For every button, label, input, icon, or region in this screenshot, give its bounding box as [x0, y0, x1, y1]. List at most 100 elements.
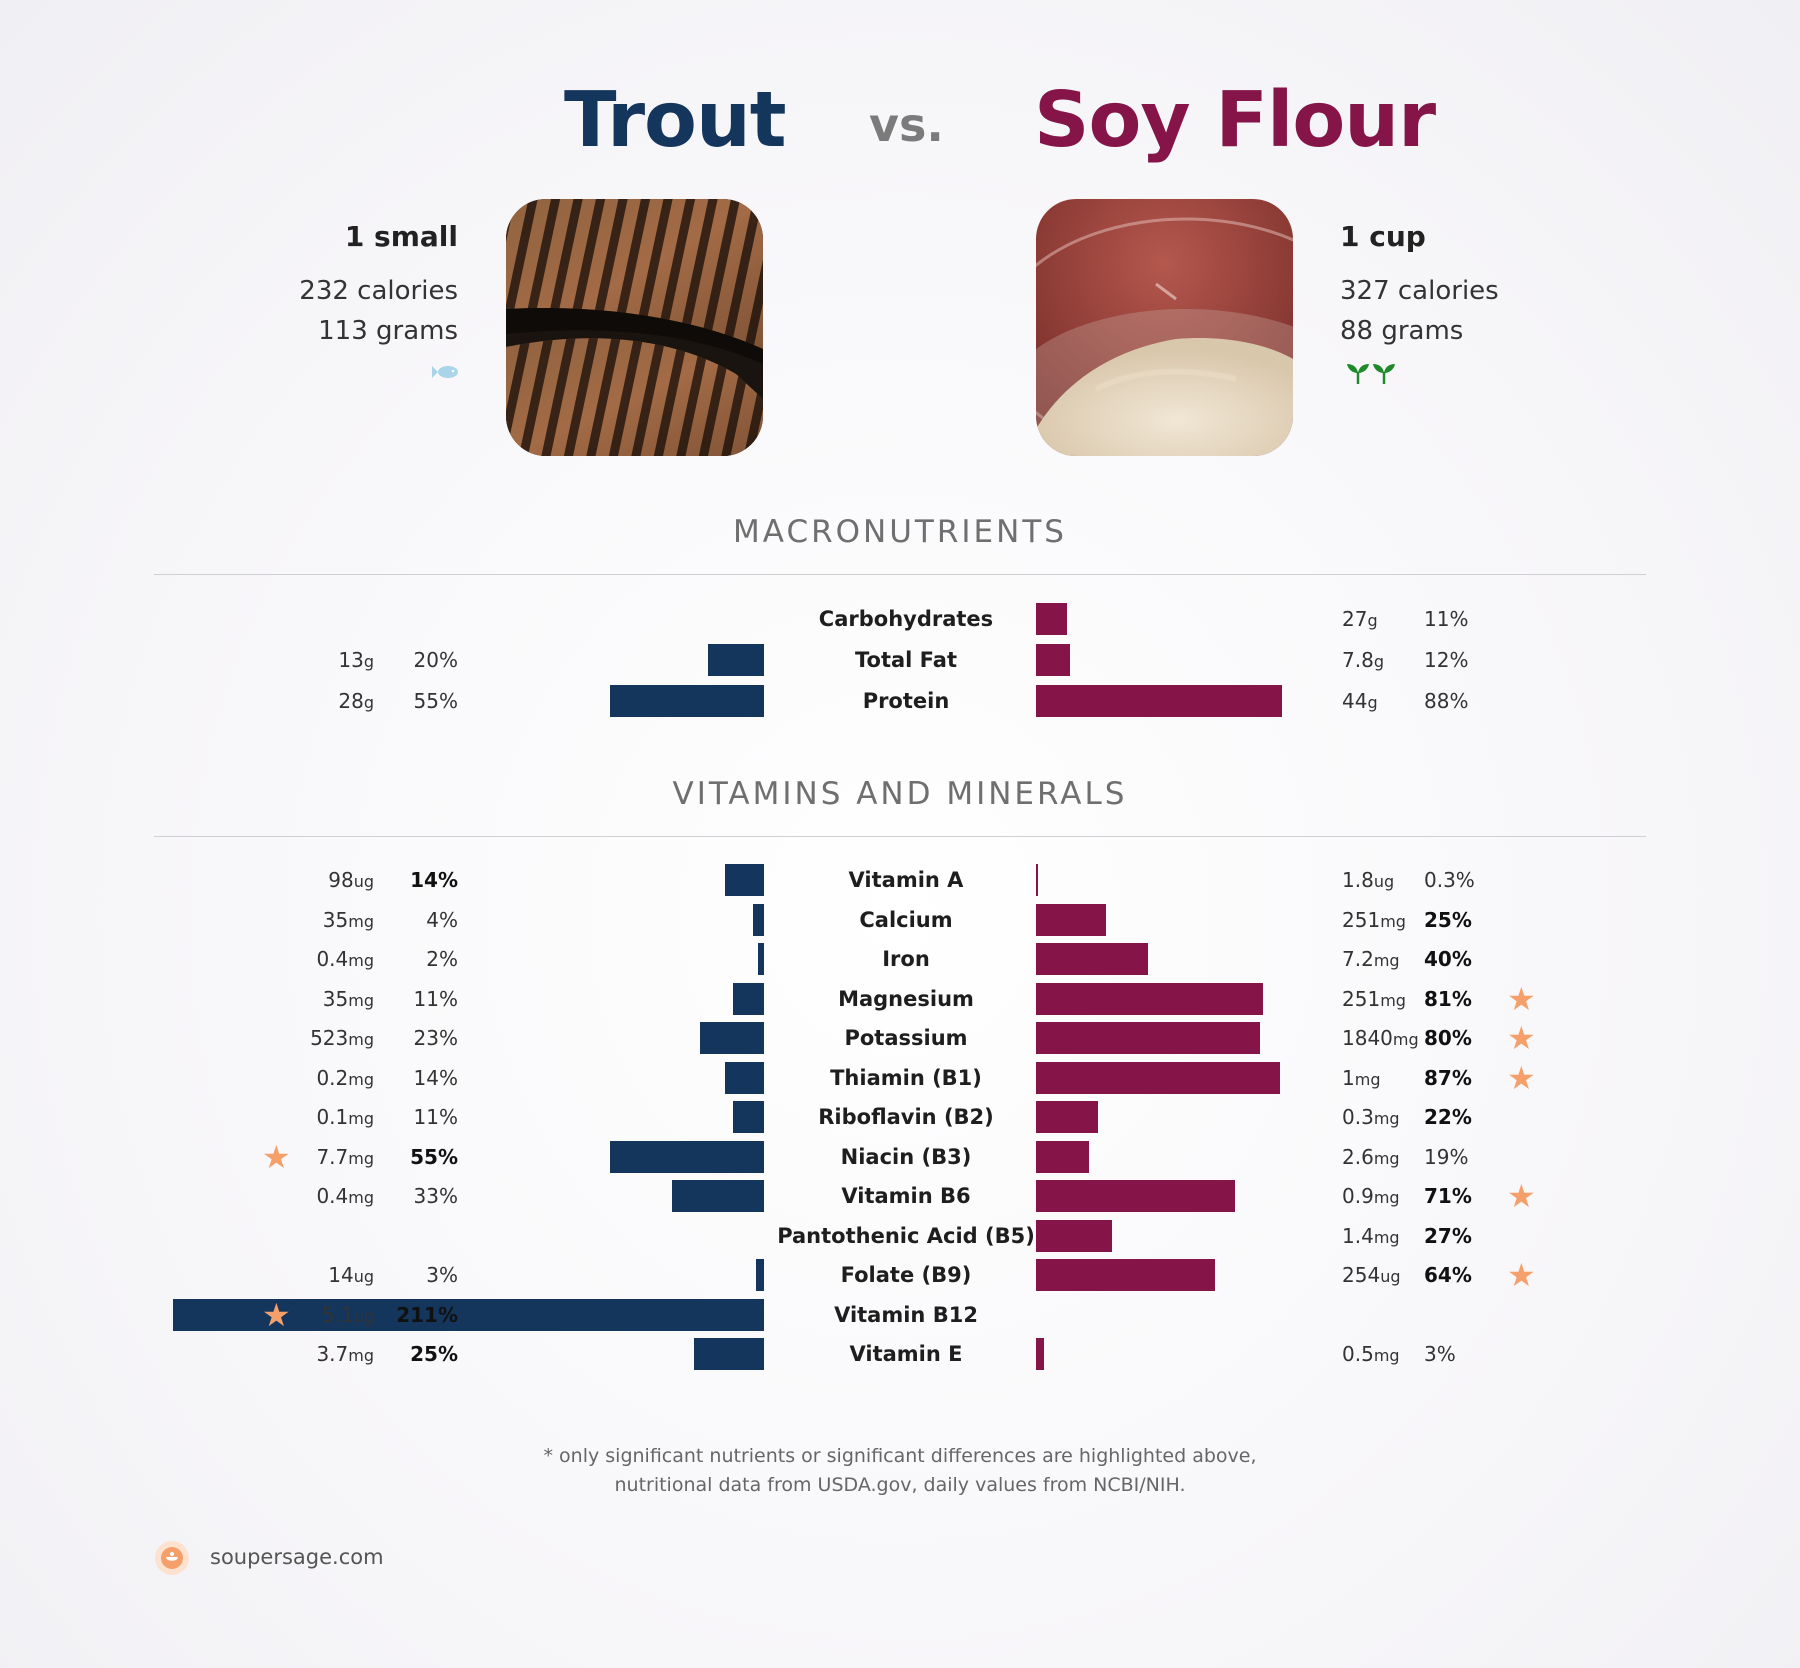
amount-unit: mg [1373, 1346, 1400, 1365]
soy-flour-percent: 40% [1424, 947, 1472, 971]
nutrient-row: Thiamin (B1) 0.2mg 14% 1mg 87% ★ [0, 1058, 1800, 1097]
amount-value: 0.4 [316, 1184, 349, 1208]
nutrient-row: Vitamin B6 0.4mg 33% 0.9mg 71% ★ [0, 1180, 1800, 1212]
brand-link[interactable]: soupersage.com [210, 1545, 384, 1569]
amount-unit: mg [348, 990, 374, 1010]
amount-unit: g [363, 693, 374, 712]
trout-amount: 35mg [284, 904, 374, 936]
soy-flour-amount: 1.4mg [1342, 1220, 1482, 1252]
amount-unit: mg [348, 911, 374, 931]
soy-flour-percent: 87% [1424, 1065, 1472, 1090]
soy-flour-bar [1036, 943, 1148, 975]
nutrient-label: Niacin (B3) [840, 1144, 972, 1169]
trout-percent: 14% [413, 1065, 458, 1090]
amount-value: 5.1 [321, 1302, 354, 1327]
trout-amount: 98ug [284, 864, 374, 896]
nutrient-label: Vitamin B6 [841, 1184, 971, 1208]
soy-flour-bar [1036, 1259, 1216, 1291]
trout-percent: 3% [426, 1263, 458, 1287]
right-grams: 88 grams [1340, 316, 1464, 346]
macronutrients-heading: MACRONUTRIENTS [733, 514, 1067, 550]
trout-bar [724, 864, 764, 896]
trout-bar [671, 1180, 764, 1212]
soy-flour-bar [1036, 903, 1106, 936]
trout-amount: 3.7mg [284, 1338, 374, 1370]
amount-unit: mg [1373, 1148, 1400, 1168]
soy-flour-amount: 0.9mg [1342, 1180, 1482, 1212]
nutrient-row: Potassium 523mg 23% 1840mg 80% ★ [0, 1022, 1800, 1054]
right-food-title: Soy Flour [1034, 76, 1436, 165]
soy-flour-percent: 81% [1424, 986, 1472, 1011]
soy-flour-amount: 251mg [1342, 904, 1482, 936]
vs-label: vs. [869, 98, 944, 152]
amount-unit: ug [353, 872, 374, 891]
trout-amount: 14ug [284, 1259, 374, 1291]
left-food-title: Trout [564, 76, 787, 165]
trout-amount: 0.4mg [284, 943, 374, 975]
soy-flour-bar [1036, 1140, 1090, 1173]
left-grams: 113 grams [318, 316, 458, 346]
amount-unit: ug [1373, 872, 1395, 891]
sprout-icon [1346, 362, 1398, 384]
trout-percent: 11% [413, 986, 458, 1011]
soy-flour-percent: 3% [1424, 1342, 1456, 1366]
soy-flour-percent: 22% [1424, 1105, 1472, 1129]
amount-value: 27 [1342, 607, 1368, 631]
soy-flour-percent: 25% [1424, 907, 1472, 932]
amount-unit: mg [348, 1030, 374, 1049]
soy-flour-bar [1036, 864, 1038, 896]
trout-amount: 0.2mg [284, 1062, 374, 1094]
nutrient-row: Protein 28g 55% 44g 88% [0, 685, 1800, 717]
nutrient-row: Pantothenic Acid (B5) 1.4mg 27% [0, 1219, 1800, 1252]
trout-percent: 25% [410, 1342, 458, 1366]
trout-amount: 0.1mg [284, 1101, 374, 1133]
trout-bar [752, 903, 764, 936]
trout-percent: 4% [426, 907, 458, 932]
trout-amount: 523mg [284, 1022, 374, 1054]
amount-unit: mg [348, 1069, 374, 1089]
star-icon: ★ [1507, 1256, 1536, 1294]
amount-value: 0.4 [316, 947, 349, 971]
soy-flour-bar [1036, 1061, 1280, 1094]
amount-unit: mg [1373, 1109, 1400, 1128]
soy-flour-percent: 0.3% [1424, 868, 1475, 892]
soy-flour-bar [1036, 1180, 1235, 1212]
amount-unit: mg [348, 1109, 374, 1128]
amount-unit: g [363, 652, 374, 671]
amount-value: 0.5 [1342, 1342, 1374, 1366]
trout-bar [610, 685, 764, 717]
amount-unit: mg [1380, 911, 1406, 931]
nutrient-label: Thiamin (B1) [830, 1065, 982, 1090]
soy-flour-amount: 251mg [1342, 983, 1482, 1015]
nutrient-label: Pantothenic Acid (B5) [777, 1223, 1035, 1248]
right-calories: 327 calories [1340, 276, 1499, 306]
soy-flour-amount: 7.2mg [1342, 943, 1482, 975]
soy-flour-amount: 1840mg [1342, 1022, 1482, 1054]
star-icon: ★ [1507, 1019, 1536, 1057]
soy-flour-amount: 27g [1342, 603, 1482, 635]
soy-flour-percent: 71% [1424, 1184, 1472, 1208]
footnote-line-1: * only significant nutrients or signific… [543, 1445, 1257, 1467]
nutrient-label: Folate (B9) [840, 1263, 972, 1287]
trout-percent: 211% [396, 1302, 458, 1327]
star-icon: ★ [1507, 1177, 1536, 1215]
amount-unit: mg [1380, 990, 1406, 1010]
nutrient-label: Potassium [844, 1026, 968, 1050]
nutrient-label: Protein [862, 689, 950, 713]
star-icon: ★ [1507, 1058, 1536, 1097]
amount-value: 7.2 [1342, 947, 1374, 971]
trout-percent: 23% [413, 1026, 458, 1050]
soy-flour-bar [1036, 1022, 1260, 1054]
nutrient-label: Magnesium [838, 986, 974, 1011]
macros-divider [154, 574, 1646, 575]
trout-percent: 33% [413, 1184, 458, 1208]
amount-unit: ug [353, 1267, 374, 1286]
amount-value: 1.4 [1342, 1223, 1374, 1248]
nutrient-row: Niacin (B3) 7.7mg 55% ★ 2.6mg 19% [0, 1140, 1800, 1173]
trout-bar [724, 1061, 764, 1094]
left-serving: 1 small [344, 220, 458, 253]
amount-unit: ug [1380, 1267, 1401, 1286]
trout-bar [733, 1101, 764, 1133]
star-icon: ★ [262, 1295, 291, 1334]
amount-value: 1840 [1342, 1026, 1393, 1050]
